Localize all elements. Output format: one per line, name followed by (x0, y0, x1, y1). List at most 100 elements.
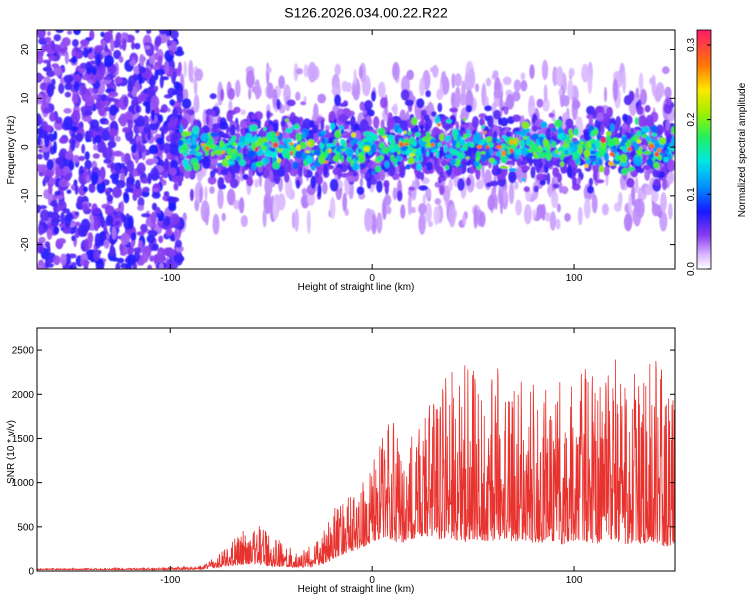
spectrogram-noise-cell (51, 40, 55, 52)
spectrogram-band-cell (386, 117, 396, 130)
spectrogram-core-cell (573, 127, 579, 137)
spectrogram-band-cell (588, 177, 594, 186)
spectrogram-core-cell (295, 123, 300, 129)
spectrogram-band-cell (546, 172, 551, 185)
spectrogram-core-cell (583, 149, 591, 158)
spectrogram-band-cell (250, 113, 258, 120)
spectrogram-band-cell (418, 185, 429, 191)
spectrogram-noise-cell (92, 153, 100, 159)
spectrogram-haze-cell (572, 99, 581, 110)
spectrogram-core-cell (664, 149, 670, 154)
spectrogram-band-cell (431, 111, 437, 117)
spectrogram-core-cell (520, 146, 529, 156)
spectrogram-core-cell (382, 147, 390, 154)
spectrogram-core-cell (622, 146, 629, 153)
spectrogram-noise-cell (52, 66, 63, 77)
spectrogram-noise-cell (80, 39, 90, 46)
spectrogram-noise-cell (53, 226, 60, 234)
spectrogram-haze-cell (226, 188, 236, 206)
spectrogram-core-cell (181, 144, 189, 151)
spectrogram-band-cell (297, 166, 303, 179)
spectrogram-band-cell (419, 124, 424, 131)
spectrogram-band-cell (665, 119, 671, 131)
spectrogram-noise-cell (82, 166, 88, 172)
spectrogram-core-cell (641, 133, 648, 138)
spectrogram-band-cell (492, 109, 501, 120)
spectrogram-noise-cell (118, 56, 124, 63)
spectrogram-noise-cell (93, 249, 101, 262)
spectrogram-core-cell (589, 150, 596, 154)
spectrogram-core-cell (664, 142, 670, 148)
spectrogram-haze-cell (631, 184, 636, 207)
spectrogram-noise-cell (176, 66, 182, 77)
spectrogram-haze-cell (651, 190, 659, 203)
spectrogram-haze-cell (240, 109, 246, 116)
spectrogram-noise-cell (82, 47, 89, 58)
spectrogram-haze-cell (364, 208, 373, 232)
spectrogram-core-cell (371, 170, 376, 176)
spectrogram-band-cell (380, 119, 385, 130)
spectrogram-noise-cell (156, 69, 165, 76)
spectrogram-haze-cell (303, 96, 307, 103)
spectrogram-core-cell (305, 154, 314, 165)
spectrogram-noise-cell (157, 55, 163, 69)
spectrogram-noise-cell (119, 243, 124, 253)
spectrogram-peak-cell (276, 158, 282, 163)
spectrogram-peak-cell (509, 139, 514, 145)
spectrogram-haze-cell (529, 64, 535, 79)
spectrogram-band-cell (475, 167, 481, 180)
spectrogram-core-cell (572, 151, 579, 160)
spectrogram-core-cell (462, 117, 467, 122)
spectrogram-noise-cell (60, 211, 65, 225)
spectrogram-band-cell (220, 169, 229, 176)
spectrogram-noise-cell (173, 81, 181, 90)
spectrogram-noise-cell (110, 38, 115, 52)
spectrogram-core-cell (214, 149, 223, 156)
spectrogram-haze-cell (428, 220, 434, 228)
spectrogram-haze-cell (454, 86, 461, 108)
spectrogram-noise-cell (163, 191, 170, 197)
spectrogram-haze-cell (386, 206, 392, 215)
spectrogram-band-cell (565, 118, 574, 128)
spectrogram-haze-cell (651, 203, 660, 217)
spectrogram-band-cell (300, 101, 307, 106)
spectrogram-core-cell (457, 158, 461, 167)
spectrogram-band-cell (185, 154, 193, 159)
spectrogram-haze-cell (217, 187, 224, 209)
spectrogram-band-cell (523, 186, 530, 193)
spectrogram-noise-cell (100, 216, 105, 228)
spectrogram-core-cell (667, 153, 673, 160)
spectrogram-haze-cell (581, 63, 590, 83)
snr-ytick-label: 1000 (12, 478, 35, 489)
spectrogram-haze-cell (635, 198, 645, 219)
spectrogram-band-cell (356, 186, 365, 195)
spectrogram-peak-cell (200, 142, 205, 147)
spectrogram-haze-cell (353, 69, 357, 86)
spectrogram-noise-cell (93, 207, 102, 215)
spectrogram-haze-cell (583, 197, 591, 219)
spectrogram-noise-cell (67, 30, 72, 35)
spectrogram-band-cell (653, 178, 661, 186)
spectrogram-noise-cell (37, 55, 44, 65)
spectrogram-band-cell (323, 164, 329, 176)
spectrogram-haze-cell (359, 177, 363, 188)
spectrogram-noise-cell (135, 30, 140, 34)
spectrogram-noise-cell (85, 138, 92, 143)
spectrogram-core-cell (434, 115, 441, 125)
spectrogram-noise-cell (136, 162, 146, 175)
spectrogram-noise-cell (155, 35, 162, 47)
spectrogram-core-cell (379, 129, 385, 135)
spectrogram-haze-cell (497, 187, 503, 205)
spectrogram-haze-cell (254, 79, 261, 100)
spectrogram-band-cell (205, 114, 210, 126)
spectrogram-haze-cell (392, 62, 400, 81)
spectrogram-noise-cell (64, 214, 72, 228)
spectrogram-xtick-label: -100 (160, 273, 180, 284)
spectrogram-noise-cell (133, 65, 140, 75)
spectrogram-noise-cell (172, 90, 178, 96)
spectrogram-band-cell (440, 160, 448, 167)
spectrogram-core-cell (443, 144, 448, 154)
spectrogram-noise-cell (71, 74, 81, 81)
spectrogram-noise-cell (145, 88, 156, 97)
spectrogram-noise-cell (138, 73, 143, 85)
